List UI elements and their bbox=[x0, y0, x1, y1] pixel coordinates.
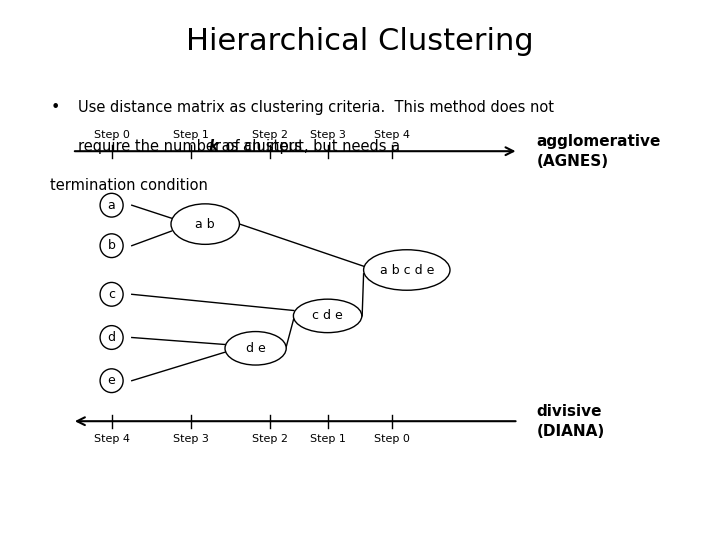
Text: d: d bbox=[107, 331, 116, 344]
Text: k: k bbox=[208, 139, 218, 154]
Ellipse shape bbox=[100, 234, 123, 258]
Ellipse shape bbox=[171, 204, 239, 244]
Text: divisive
(DIANA): divisive (DIANA) bbox=[536, 404, 605, 438]
Ellipse shape bbox=[364, 249, 450, 291]
Text: Step 3: Step 3 bbox=[173, 434, 209, 444]
Text: Step 1: Step 1 bbox=[310, 434, 346, 444]
Text: Step 0: Step 0 bbox=[374, 434, 410, 444]
Text: a: a bbox=[108, 199, 115, 212]
Text: Step 3: Step 3 bbox=[310, 130, 346, 140]
Text: termination condition: termination condition bbox=[50, 178, 208, 193]
Ellipse shape bbox=[100, 193, 123, 217]
Text: Step 0: Step 0 bbox=[94, 130, 130, 140]
Ellipse shape bbox=[100, 369, 123, 393]
Text: c d e: c d e bbox=[312, 309, 343, 322]
Text: d e: d e bbox=[246, 342, 266, 355]
Ellipse shape bbox=[100, 282, 123, 306]
Text: Step 1: Step 1 bbox=[173, 130, 209, 140]
Text: Step 4: Step 4 bbox=[94, 434, 130, 444]
Text: c: c bbox=[108, 288, 115, 301]
Text: as an input, but needs a: as an input, but needs a bbox=[217, 139, 400, 154]
Text: require the number of clusters: require the number of clusters bbox=[78, 139, 307, 154]
Text: Step 4: Step 4 bbox=[374, 130, 410, 140]
Ellipse shape bbox=[294, 299, 362, 333]
Ellipse shape bbox=[100, 326, 123, 349]
Text: a b: a b bbox=[195, 218, 215, 231]
Text: Hierarchical Clustering: Hierarchical Clustering bbox=[186, 27, 534, 56]
Text: b: b bbox=[108, 239, 115, 252]
Text: Step 2: Step 2 bbox=[252, 130, 288, 140]
Text: a b c d e: a b c d e bbox=[379, 264, 434, 276]
Ellipse shape bbox=[225, 332, 287, 365]
Text: agglomerative
(AGNES): agglomerative (AGNES) bbox=[536, 134, 661, 168]
Text: e: e bbox=[108, 374, 115, 387]
Text: •: • bbox=[50, 100, 60, 115]
Text: Step 2: Step 2 bbox=[252, 434, 288, 444]
Text: Use distance matrix as clustering criteria.  This method does not: Use distance matrix as clustering criter… bbox=[78, 100, 554, 115]
